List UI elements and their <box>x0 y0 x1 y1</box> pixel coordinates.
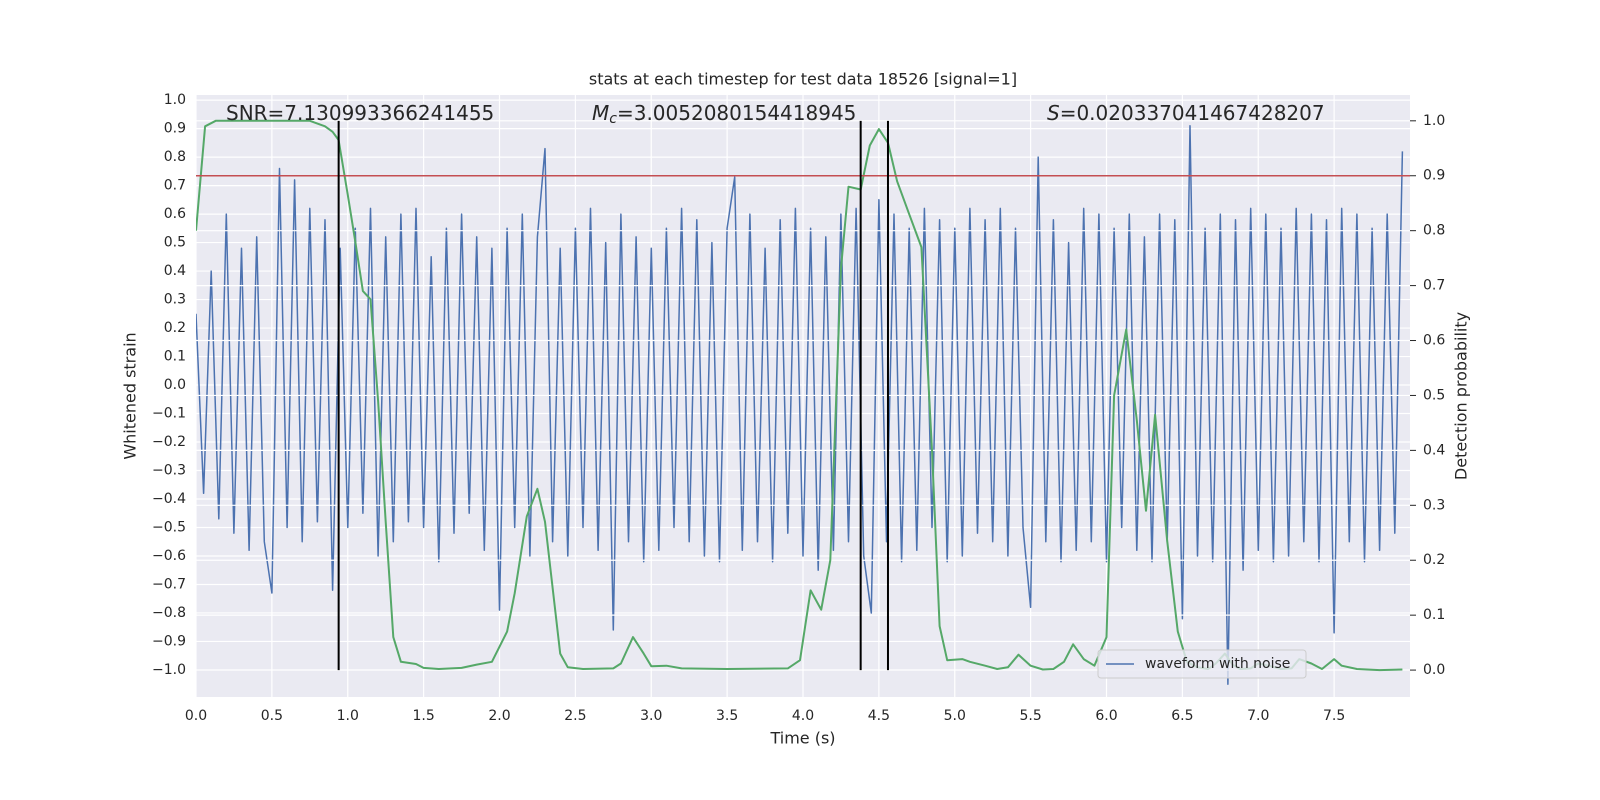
y-tick-label: −0.9 <box>152 633 186 649</box>
y2-tick-label: 0.8 <box>1423 223 1445 239</box>
y-tick-label: −0.5 <box>152 519 186 535</box>
y-tick-label: 0.8 <box>164 149 186 165</box>
y2-axis-label: Detection probability <box>1452 312 1471 480</box>
x-tick-label: 7.5 <box>1323 708 1345 724</box>
y-tick-label: 0.3 <box>164 292 186 308</box>
x-tick-label: 6.5 <box>1171 708 1193 724</box>
y2-tick-label: 0.5 <box>1423 387 1445 403</box>
y2-tick-label: 0.6 <box>1423 333 1445 349</box>
y-tick-label: −1.0 <box>152 662 186 678</box>
annotation-symbol: S <box>1047 101 1060 125</box>
legend: waveform with noise <box>1097 649 1307 679</box>
plot-layer <box>196 95 1410 697</box>
y-tick-label: −0.2 <box>152 434 186 450</box>
x-tick-label: 6.0 <box>1095 708 1117 724</box>
y2-tick-label: 0.0 <box>1423 662 1445 678</box>
annotation-text: =0.020337041467428207 <box>1060 101 1325 125</box>
x-tick-label: 5.5 <box>1019 708 1041 724</box>
annotation: Mc=3.0052080154418945 <box>592 101 856 128</box>
y-tick-label: −0.1 <box>152 406 186 422</box>
annotation-text: =3.0052080154418945 <box>617 101 856 125</box>
y-tick-label: 0.4 <box>164 263 186 279</box>
x-tick-label: 2.5 <box>564 708 586 724</box>
y2-tick-label: 0.9 <box>1423 168 1445 184</box>
x-tick-label: 1.0 <box>337 708 359 724</box>
x-tick-label: 4.5 <box>868 708 890 724</box>
y-tick-label: 0.0 <box>164 377 186 393</box>
y2-tick-label: 0.3 <box>1423 497 1445 513</box>
y-tick-label: 0.2 <box>164 320 186 336</box>
x-tick-label: 3.0 <box>640 708 662 724</box>
x-tick-label: 4.0 <box>792 708 814 724</box>
annotation-symbol: M <box>592 101 609 125</box>
y-tick-label: 0.9 <box>164 121 186 137</box>
y2-tick-label: 0.2 <box>1423 552 1445 568</box>
y-tick-label: −0.4 <box>152 491 186 507</box>
y2-tick-label: 0.7 <box>1423 278 1445 294</box>
y-tick-label: −0.7 <box>152 576 186 592</box>
x-tick-label: 5.0 <box>944 708 966 724</box>
annotation: S=0.020337041467428207 <box>1047 101 1325 125</box>
x-tick-label: 1.5 <box>412 708 434 724</box>
x-tick-label: 0.0 <box>185 708 207 724</box>
x-axis-label: Time (s) <box>769 729 835 748</box>
y-tick-label: 0.6 <box>164 206 186 222</box>
y-tick-label: −0.6 <box>152 548 186 564</box>
annotation: SNR=7.130993366241455 <box>226 101 494 125</box>
y-tick-label: −0.3 <box>152 463 186 479</box>
annotation-text: SNR=7.130993366241455 <box>226 101 494 125</box>
legend-label: waveform with noise <box>1145 656 1290 672</box>
x-tick-label: 0.5 <box>261 708 283 724</box>
x-tick-label: 7.0 <box>1247 708 1269 724</box>
y-tick-label: 0.7 <box>164 178 186 194</box>
annotation-subscript: c <box>609 111 617 127</box>
y-tick-label: −0.8 <box>152 605 186 621</box>
y2-tick-label: 0.4 <box>1423 442 1445 458</box>
y-tick-label: 1.0 <box>164 92 186 108</box>
x-tick-label: 2.0 <box>488 708 510 724</box>
y-axis-label: Whitened strain <box>121 332 140 459</box>
y2-tick-label: 0.1 <box>1423 607 1445 623</box>
chart-title: stats at each timestep for test data 185… <box>589 70 1017 89</box>
x-tick-label: 3.5 <box>716 708 738 724</box>
y2-tick-label: 1.0 <box>1423 113 1445 129</box>
y-tick-label: 0.1 <box>164 349 186 365</box>
legend-box <box>1097 649 1307 679</box>
data-line <box>196 125 1404 685</box>
y-tick-label: 0.5 <box>164 235 186 251</box>
